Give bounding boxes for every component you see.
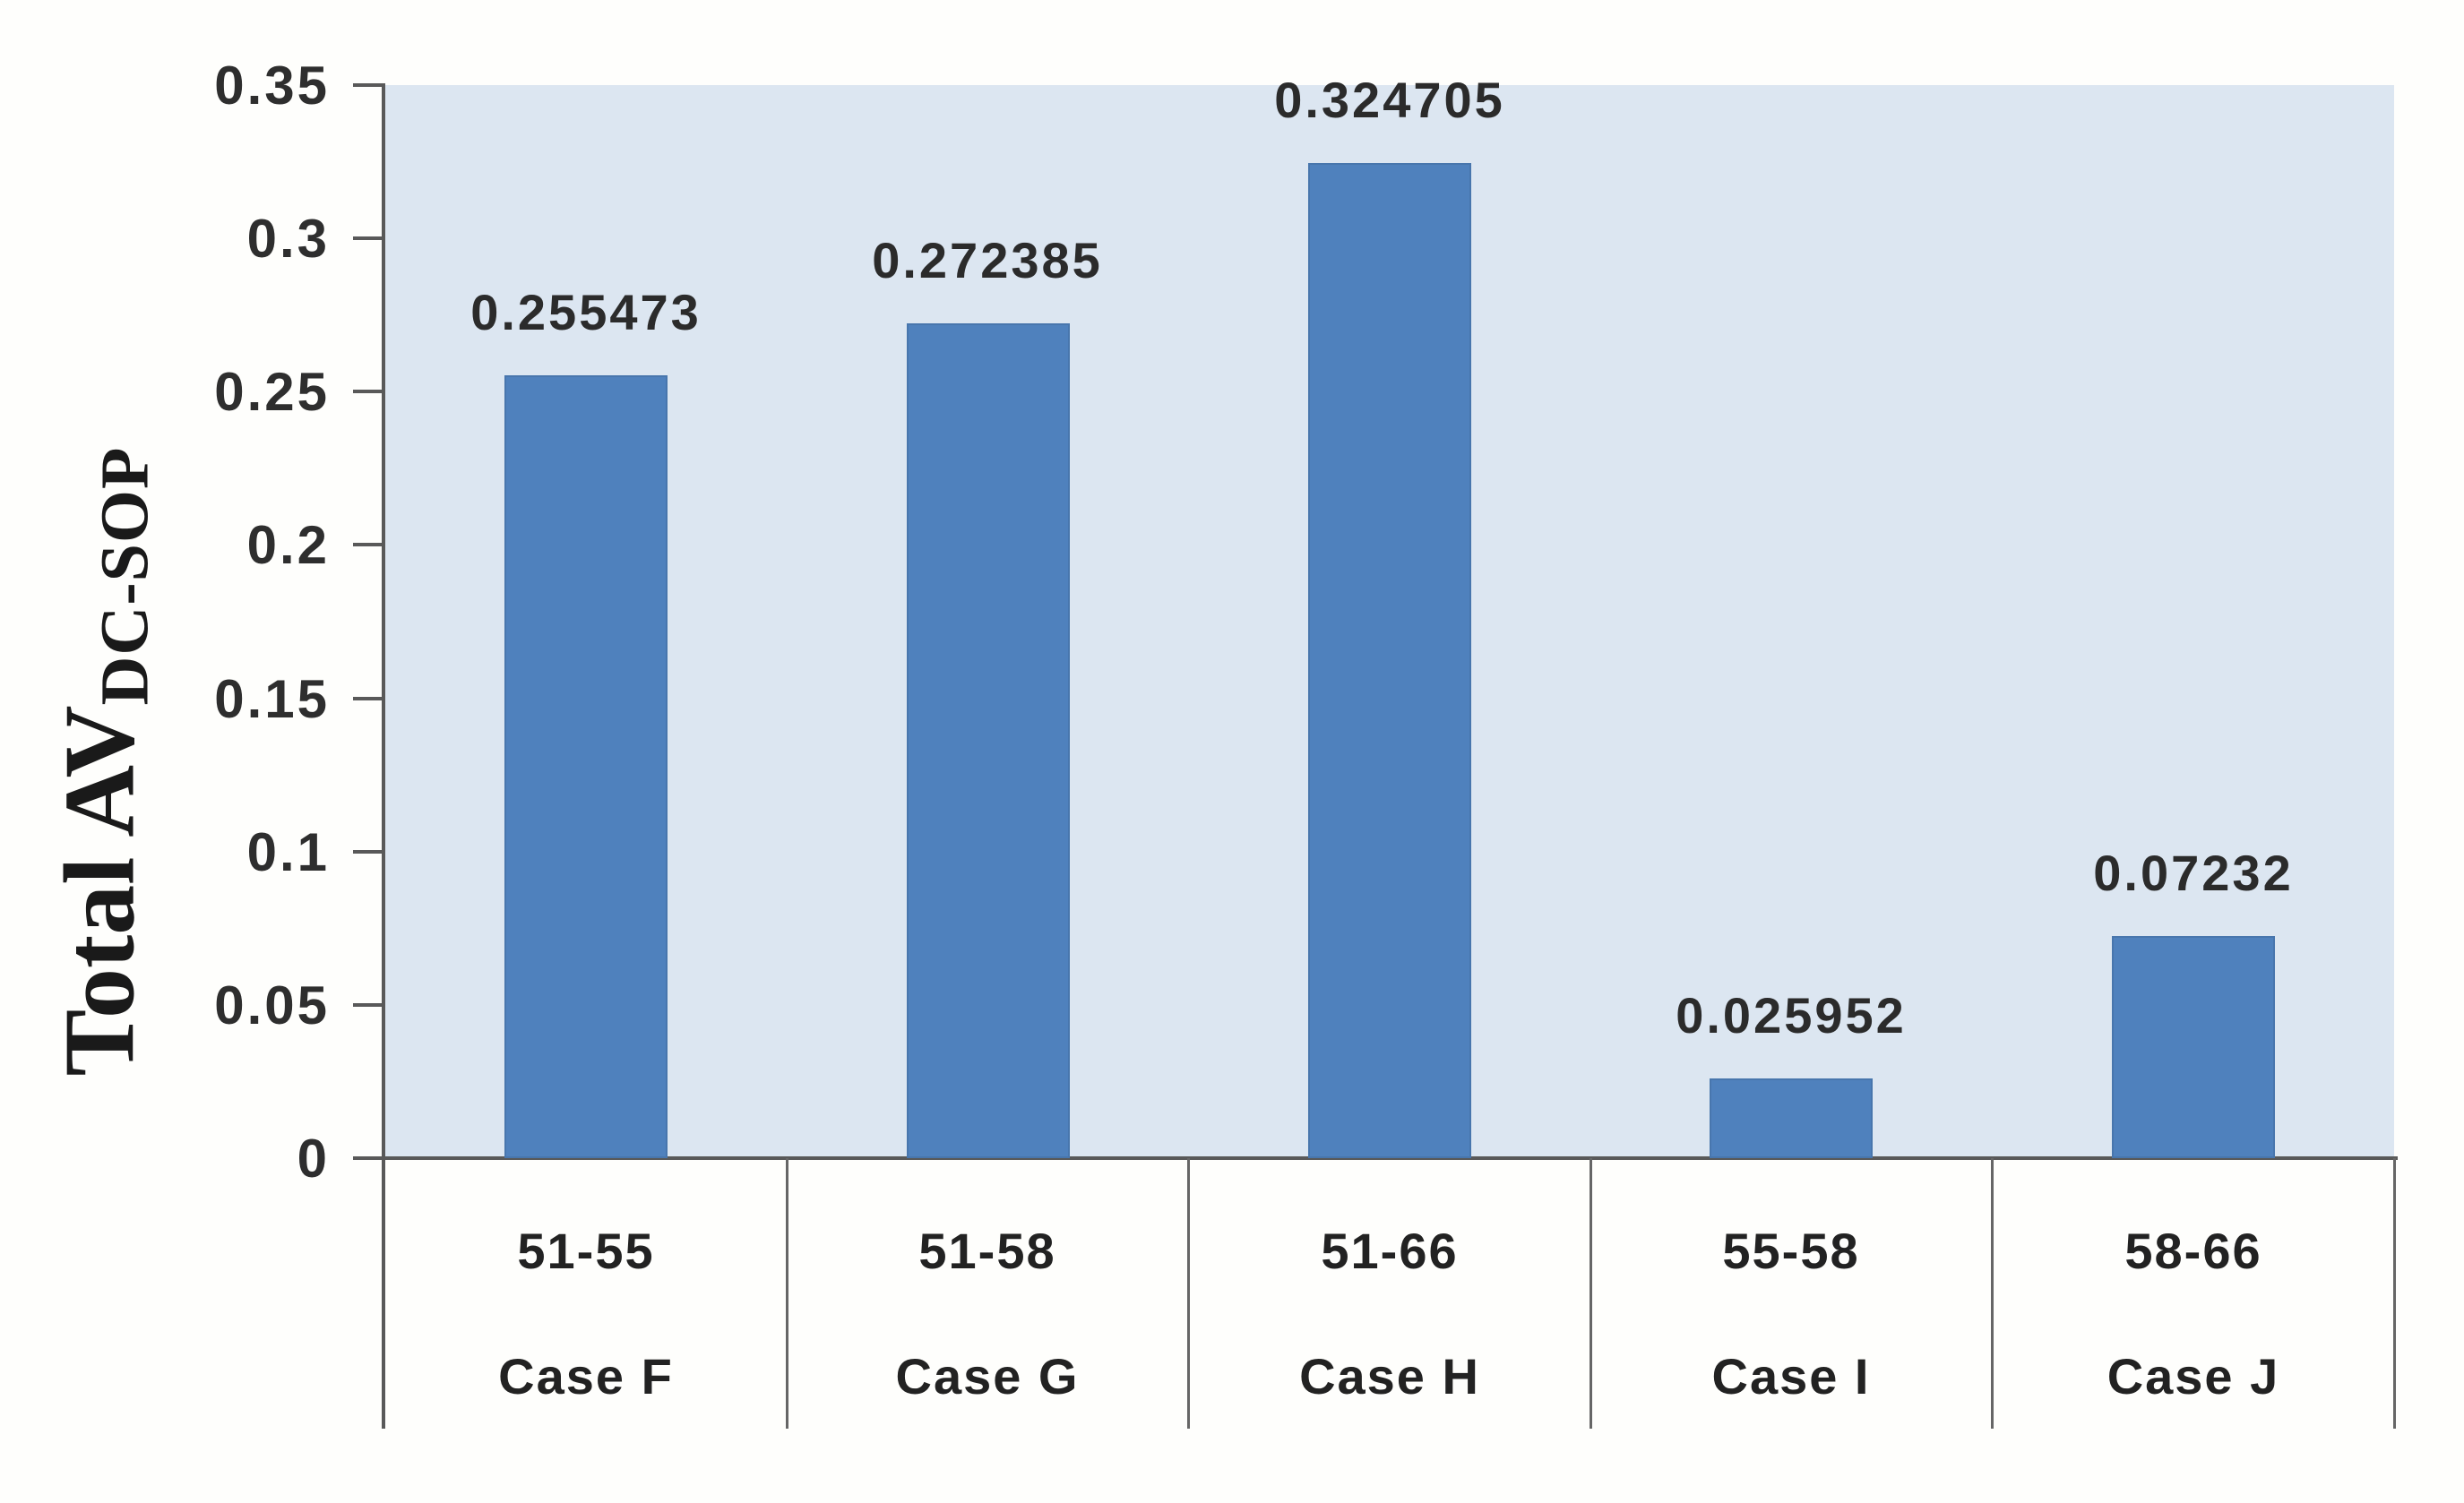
y-tick-label: 0.2 xyxy=(246,515,330,575)
y-tick-mark xyxy=(353,850,385,854)
y-tick-mark xyxy=(353,83,385,87)
y-tick-label: 0.15 xyxy=(214,669,330,729)
y-tick-label: 0.1 xyxy=(246,822,330,882)
y-tick-label: 0.35 xyxy=(214,56,330,116)
category-separator xyxy=(1187,1158,1190,1429)
x-case-label: Case G xyxy=(895,1348,1080,1404)
bar-case-h xyxy=(1308,163,1471,1158)
y-tick-mark xyxy=(353,1156,385,1160)
y-tick-label: 0.25 xyxy=(214,362,330,422)
y-tick-mark xyxy=(353,390,385,393)
x-case-label: Case H xyxy=(1299,1348,1480,1404)
bar-value-label: 0.255473 xyxy=(470,284,702,340)
bar-case-g xyxy=(907,323,1070,1158)
bar-case-f xyxy=(504,375,668,1158)
y-tick-label: 0.3 xyxy=(246,209,330,269)
x-range-label: 58-66 xyxy=(2124,1223,2262,1279)
x-case-label: Case I xyxy=(1711,1348,1871,1404)
y-tick-label: 0 xyxy=(297,1129,330,1189)
category-separator xyxy=(2393,1158,2396,1429)
bar-value-label: 0.324705 xyxy=(1274,72,1505,128)
y-axis-title-subscript: DC-SOP xyxy=(87,446,163,706)
y-axis-title: Total AVDC-SOP xyxy=(43,447,163,1077)
bar-value-label: 0.272385 xyxy=(872,232,1103,288)
x-case-label: Case F xyxy=(498,1348,674,1404)
y-tick-mark xyxy=(353,697,385,700)
x-range-label: 51-66 xyxy=(1321,1223,1459,1279)
x-range-label: 51-55 xyxy=(517,1223,655,1279)
y-axis-title-main: Total AV xyxy=(44,705,156,1077)
category-separator xyxy=(1991,1158,1994,1429)
x-case-label: Case J xyxy=(2106,1348,2280,1404)
bar-case-j xyxy=(2112,936,2275,1158)
y-tick-mark xyxy=(353,543,385,546)
category-separator xyxy=(786,1158,788,1429)
category-separator xyxy=(1590,1158,1592,1429)
x-axis-zero-line xyxy=(355,1156,2398,1160)
bar-value-label: 0.025952 xyxy=(1676,987,1907,1044)
bar-case-i xyxy=(1710,1078,1873,1158)
y-axis-line xyxy=(382,85,385,1429)
y-tick-label: 0.05 xyxy=(214,975,330,1035)
x-range-label: 55-58 xyxy=(1722,1223,1860,1279)
y-tick-mark xyxy=(353,236,385,240)
bar-value-label: 0.07232 xyxy=(2093,845,2294,901)
x-range-label: 51-58 xyxy=(918,1223,1056,1279)
y-tick-mark xyxy=(353,1003,385,1007)
